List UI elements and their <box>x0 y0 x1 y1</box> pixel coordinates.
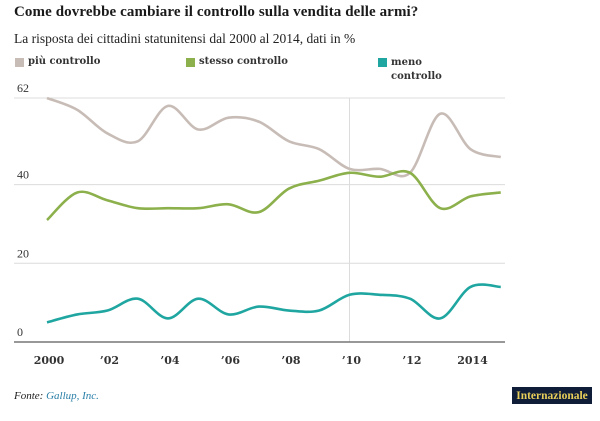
legend-swatch <box>186 58 195 67</box>
y-tick-label: 62 <box>17 81 29 95</box>
x-tick-label: 2000 <box>34 354 65 367</box>
series-line-più-controllo <box>46 96 502 178</box>
source-prefix: Fonte: <box>14 390 47 402</box>
y-tick-label: 40 <box>17 168 29 182</box>
legend-item-meno-controllo: meno controllo <box>378 56 442 84</box>
legend-label: più controllo <box>28 56 101 67</box>
legend-item-stesso-controllo: stesso controllo <box>186 56 288 67</box>
chart-title: Come dovrebbe cambiare il controllo sull… <box>14 4 419 20</box>
legend-label-line2: controllo <box>391 71 442 82</box>
legend-label-line1: meno <box>391 57 422 68</box>
x-tick-label: ’02 <box>100 354 119 367</box>
series-line-stesso-controllo <box>46 169 501 221</box>
legend-label: meno controllo <box>391 56 442 84</box>
source-note: Fonte: Gallup, Inc. <box>14 390 99 402</box>
legend-label: stesso controllo <box>199 56 288 67</box>
legend-swatch <box>378 58 387 67</box>
x-tick-label: ’06 <box>221 354 240 367</box>
x-tick-label: ’08 <box>281 354 300 367</box>
x-tick-label: ’10 <box>342 354 361 367</box>
y-tick-label: 0 <box>17 325 23 339</box>
y-tick-label: 20 <box>17 246 29 260</box>
brand-logo: Internazionale <box>512 387 592 404</box>
series-line-meno-controllo <box>46 283 501 324</box>
x-tick-label: 2014 <box>457 354 488 367</box>
legend-item-piu-controllo: più controllo <box>15 56 100 67</box>
x-tick-label: ’12 <box>402 354 421 367</box>
x-tick-label: ’04 <box>160 354 179 367</box>
chart-subtitle: La risposta dei cittadini statunitensi d… <box>14 31 356 46</box>
source-link[interactable]: Gallup, Inc. <box>46 390 99 402</box>
legend-swatch <box>15 58 24 67</box>
